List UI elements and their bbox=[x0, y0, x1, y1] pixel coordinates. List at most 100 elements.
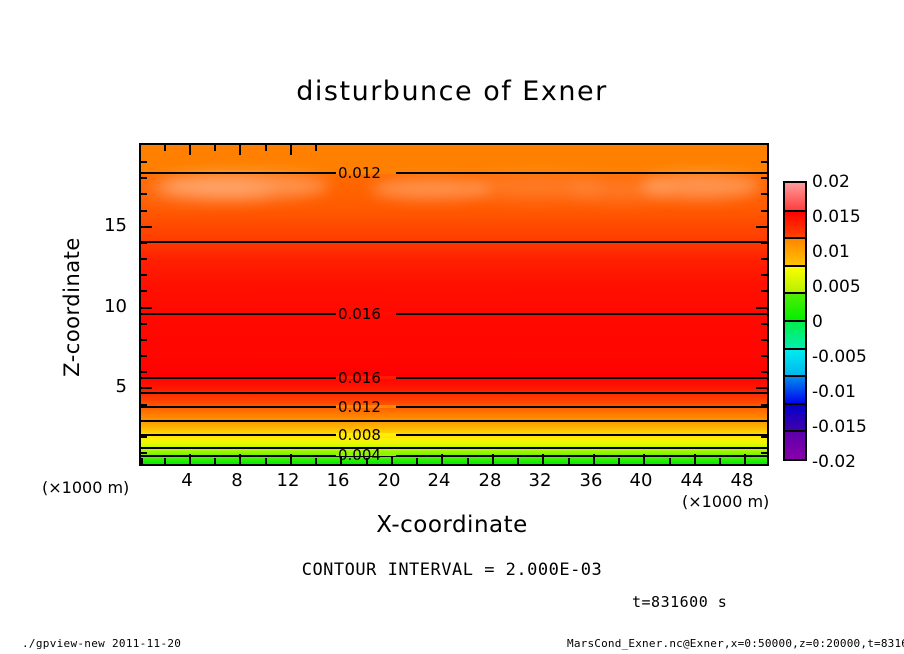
contour-line bbox=[141, 447, 767, 449]
z-tick-right-major bbox=[756, 307, 767, 309]
x-tick-label: 4 bbox=[181, 470, 193, 491]
z-tick-right-minor bbox=[761, 339, 767, 341]
color-gradient-field bbox=[141, 145, 767, 464]
colorbar-divider bbox=[785, 237, 805, 240]
colorbar-label: 0.02 bbox=[812, 172, 850, 192]
contour-fill bbox=[141, 145, 767, 464]
colorbar-divider bbox=[785, 264, 805, 267]
z-tick-right-major bbox=[756, 226, 767, 228]
colorbar-band bbox=[785, 238, 805, 266]
x-tick-top-minor bbox=[315, 145, 317, 151]
contour-line bbox=[141, 434, 767, 436]
z-tick-right-major bbox=[756, 387, 767, 389]
z-tick-minor bbox=[141, 371, 147, 373]
x-tick-major bbox=[593, 454, 595, 464]
x-tick-minor bbox=[214, 458, 216, 464]
colorbar-band bbox=[785, 183, 805, 211]
z-tick-right-minor bbox=[761, 161, 767, 163]
z-tick-label: 15 bbox=[104, 215, 127, 236]
x-axis-unit: (×1000 m) bbox=[682, 492, 770, 511]
z-tick-right-minor bbox=[761, 355, 767, 357]
x-tick-major bbox=[290, 454, 292, 464]
colorbar-band bbox=[785, 293, 805, 321]
contour-line bbox=[141, 313, 767, 315]
field-blob bbox=[371, 179, 491, 199]
x-tick-label: 48 bbox=[730, 470, 754, 491]
contour-line bbox=[141, 241, 767, 243]
chart-title: disturbunce of Exner bbox=[296, 76, 608, 107]
x-tick-minor bbox=[164, 458, 166, 464]
z-tick-right-minor bbox=[761, 290, 767, 292]
colorbar-band bbox=[785, 376, 805, 404]
field-blob bbox=[471, 177, 601, 197]
z-tick-right-minor bbox=[761, 404, 767, 406]
x-tick-label: 32 bbox=[528, 470, 552, 491]
z-tick-minor bbox=[141, 420, 147, 422]
colorbar-label: -0.02 bbox=[812, 452, 856, 472]
colorbar-label: -0.015 bbox=[812, 417, 867, 437]
x-tick-top-major bbox=[290, 145, 292, 155]
contour-line bbox=[141, 377, 767, 379]
z-tick-minor bbox=[141, 193, 147, 195]
colorbar-band bbox=[785, 265, 805, 294]
contour-line bbox=[141, 172, 767, 174]
time-stamp-caption: t=831600 s bbox=[632, 593, 728, 611]
x-tick-top-major bbox=[239, 145, 241, 155]
x-axis-title: X-coordinate bbox=[376, 512, 528, 538]
x-tick-major bbox=[441, 454, 443, 464]
x-tick-major bbox=[744, 454, 746, 464]
field-blob bbox=[159, 173, 329, 199]
colorbar-divider bbox=[785, 430, 805, 433]
z-tick-right-minor bbox=[761, 436, 767, 438]
contour-label: 0.008 bbox=[338, 426, 381, 444]
x-tick-minor bbox=[141, 458, 143, 464]
z-tick-minor bbox=[141, 452, 147, 454]
z-tick-minor bbox=[141, 177, 147, 179]
x-tick-label: 36 bbox=[579, 470, 603, 491]
z-tick-label: 5 bbox=[115, 376, 127, 397]
x-tick-label: 12 bbox=[276, 470, 300, 491]
x-tick-major bbox=[340, 454, 342, 464]
colorbar-label: -0.005 bbox=[812, 347, 867, 367]
colorbar-divider bbox=[785, 347, 805, 350]
colorbar bbox=[783, 181, 807, 461]
field-blob bbox=[571, 181, 671, 199]
contour-label: 0.012 bbox=[338, 398, 381, 416]
z-tick-right-minor bbox=[761, 274, 767, 276]
x-tick-minor bbox=[416, 458, 418, 464]
contour-label-gap bbox=[336, 433, 396, 436]
colorbar-band bbox=[785, 431, 805, 459]
x-tick-minor bbox=[366, 458, 368, 464]
z-tick-minor bbox=[141, 290, 147, 292]
z-tick-minor bbox=[141, 323, 147, 325]
x-tick-minor bbox=[517, 458, 519, 464]
z-tick-minor bbox=[141, 355, 147, 357]
colorbar-divider bbox=[785, 402, 805, 405]
colorbar-divider bbox=[785, 375, 805, 378]
z-tick-minor bbox=[141, 339, 147, 341]
x-tick-minor bbox=[265, 458, 267, 464]
colorbar-label: 0.015 bbox=[812, 207, 861, 227]
contour-label: 0.016 bbox=[338, 305, 381, 323]
x-tick-label: 24 bbox=[427, 470, 451, 491]
z-axis-unit: (×1000 m) bbox=[42, 478, 130, 497]
x-tick-major bbox=[542, 454, 544, 464]
x-tick-top-minor bbox=[164, 145, 166, 151]
contour-line bbox=[141, 406, 767, 408]
colorbar-band bbox=[785, 403, 805, 432]
y-axis-title: Z-coordinate bbox=[60, 237, 84, 377]
contour-label: 0.016 bbox=[338, 369, 381, 387]
z-tick-major bbox=[141, 387, 152, 389]
z-tick-right-minor bbox=[761, 210, 767, 212]
contour-label: 0.012 bbox=[338, 164, 381, 182]
z-tick-minor bbox=[141, 274, 147, 276]
x-tick-label: 28 bbox=[478, 470, 502, 491]
z-tick-right-minor bbox=[761, 258, 767, 260]
colorbar-divider bbox=[785, 292, 805, 295]
x-tick-major bbox=[643, 454, 645, 464]
x-tick-top-major bbox=[189, 145, 191, 155]
contour-line bbox=[141, 455, 767, 457]
contour-line bbox=[141, 420, 767, 422]
z-tick-right-minor bbox=[761, 452, 767, 454]
contour-label-gap bbox=[336, 453, 396, 456]
